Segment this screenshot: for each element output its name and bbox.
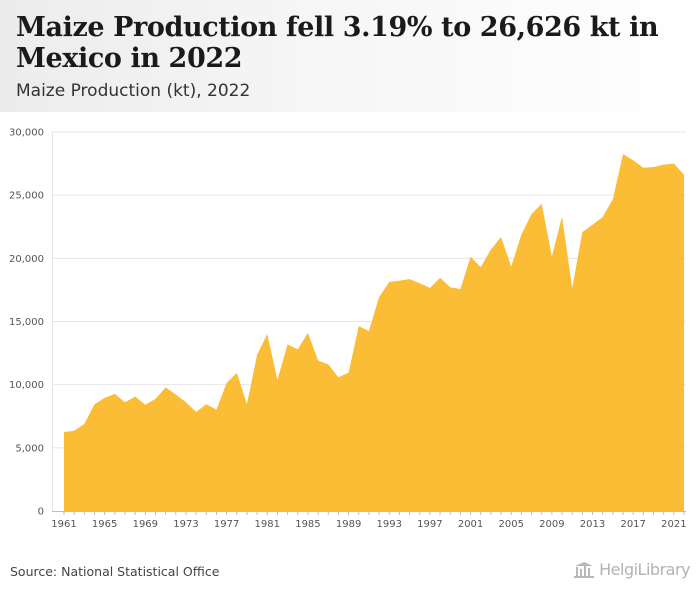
area-series-layer bbox=[62, 152, 686, 512]
data-point-1992 bbox=[377, 295, 381, 299]
data-point-1984 bbox=[296, 347, 300, 351]
data-point-1974 bbox=[194, 410, 198, 414]
data-point-1966 bbox=[113, 392, 117, 396]
data-point-2009 bbox=[550, 255, 554, 259]
y-tick-label: 15,000 bbox=[9, 317, 44, 328]
data-point-2011 bbox=[570, 286, 574, 290]
y-tick-label: 5,000 bbox=[15, 443, 44, 454]
x-tick-label: 1977 bbox=[214, 519, 239, 530]
data-point-2022 bbox=[682, 173, 686, 177]
logo-text: HelgiLibrary bbox=[599, 560, 690, 579]
data-point-1970 bbox=[153, 397, 157, 401]
y-tick-label: 10,000 bbox=[9, 380, 44, 391]
data-point-2003 bbox=[489, 247, 493, 251]
x-tick-label: 1981 bbox=[255, 519, 280, 530]
chart-header: Maize Production fell 3.19% to 26,626 kt… bbox=[0, 0, 700, 112]
data-point-1981 bbox=[265, 332, 269, 336]
data-point-1976 bbox=[214, 408, 218, 412]
y-tick-label: 30,000 bbox=[9, 128, 44, 139]
x-tick-label: 2021 bbox=[661, 519, 686, 530]
x-tick-label: 1997 bbox=[417, 519, 442, 530]
data-point-1998 bbox=[438, 276, 442, 280]
chart-subtitle: Maize Production (kt), 2022 bbox=[16, 81, 251, 101]
data-point-1978 bbox=[235, 371, 239, 375]
data-point-1968 bbox=[133, 395, 137, 399]
data-point-2016 bbox=[621, 152, 625, 156]
data-point-1971 bbox=[164, 385, 168, 389]
x-tick-label: 1965 bbox=[92, 519, 117, 530]
data-point-2015 bbox=[611, 197, 615, 201]
data-point-2017 bbox=[631, 158, 635, 162]
data-point-1964 bbox=[92, 402, 96, 406]
data-point-2019 bbox=[652, 165, 656, 169]
x-tick-label: 1989 bbox=[336, 519, 361, 530]
data-point-1983 bbox=[286, 342, 290, 346]
y-tick-label: 0 bbox=[38, 507, 44, 518]
data-point-2000 bbox=[458, 287, 462, 291]
data-point-1975 bbox=[204, 402, 208, 406]
data-point-1965 bbox=[103, 396, 107, 400]
data-point-2014 bbox=[601, 215, 605, 219]
x-tick-label: 1961 bbox=[51, 519, 76, 530]
data-point-1979 bbox=[245, 402, 249, 406]
y-tick-label: 20,000 bbox=[9, 254, 44, 265]
data-point-2018 bbox=[641, 166, 645, 170]
x-axis-tick-labels: 1961 1965 1969 1973 1977 1981 1985 1989 1993 1997… bbox=[51, 519, 686, 530]
data-point-1987 bbox=[326, 362, 330, 366]
data-point-1961 bbox=[62, 430, 66, 434]
data-point-1985 bbox=[306, 331, 310, 335]
x-tick-label: 2005 bbox=[498, 519, 523, 530]
x-tick-label: 1993 bbox=[377, 519, 402, 530]
x-tick-label: 1973 bbox=[173, 519, 198, 530]
helgilibrary-logo: HelgiLibrary bbox=[573, 560, 690, 579]
axes bbox=[52, 132, 686, 515]
data-point-1977 bbox=[225, 381, 229, 385]
data-point-2002 bbox=[479, 265, 483, 269]
x-tick-label: 1969 bbox=[133, 519, 158, 530]
data-point-1993 bbox=[387, 280, 391, 284]
data-point-1973 bbox=[184, 400, 188, 404]
data-point-1969 bbox=[143, 403, 147, 407]
source-note: Source: National Statistical Office bbox=[10, 564, 220, 579]
chart-title: Maize Production fell 3.19% to 26,626 kt… bbox=[16, 12, 659, 74]
data-point-2007 bbox=[530, 212, 534, 216]
data-point-2001 bbox=[469, 255, 473, 259]
data-point-1989 bbox=[347, 371, 351, 375]
x-tick-label: 1985 bbox=[295, 519, 320, 530]
data-point-1972 bbox=[174, 393, 178, 397]
data-point-2006 bbox=[519, 232, 523, 236]
data-point-2012 bbox=[580, 230, 584, 234]
data-point-1997 bbox=[428, 286, 432, 290]
data-point-1967 bbox=[123, 400, 127, 404]
area-chart: 0 5,000 10,000 15,000 20,000 25,000 30,000 196… bbox=[9, 128, 687, 531]
y-tick-label: 25,000 bbox=[9, 191, 44, 202]
data-point-2020 bbox=[662, 163, 666, 167]
data-point-2005 bbox=[509, 265, 513, 269]
area-series-maize-production bbox=[64, 154, 684, 512]
data-point-1995 bbox=[408, 277, 412, 281]
data-point-1963 bbox=[82, 422, 86, 426]
x-tick-label: 2009 bbox=[539, 519, 564, 530]
x-tick-label: 2001 bbox=[458, 519, 483, 530]
data-point-2004 bbox=[499, 235, 503, 239]
data-point-1990 bbox=[357, 324, 361, 328]
building-columns-icon bbox=[574, 562, 595, 578]
data-point-2010 bbox=[560, 215, 564, 219]
data-point-2013 bbox=[591, 223, 595, 227]
data-point-1996 bbox=[418, 281, 422, 285]
y-axis-tick-labels: 0 5,000 10,000 15,000 20,000 25,000 30,000 bbox=[9, 128, 44, 518]
data-point-2008 bbox=[540, 202, 544, 206]
data-point-1988 bbox=[336, 375, 340, 379]
data-point-2021 bbox=[672, 162, 676, 166]
data-point-1962 bbox=[72, 429, 76, 433]
x-tick-label: 2017 bbox=[620, 519, 645, 530]
x-tick-label: 2013 bbox=[580, 519, 605, 530]
data-point-1994 bbox=[397, 279, 401, 283]
data-point-1991 bbox=[367, 329, 371, 333]
data-point-1980 bbox=[255, 353, 259, 357]
data-point-1982 bbox=[275, 378, 279, 382]
data-point-1986 bbox=[316, 359, 320, 363]
data-point-1999 bbox=[448, 285, 452, 289]
